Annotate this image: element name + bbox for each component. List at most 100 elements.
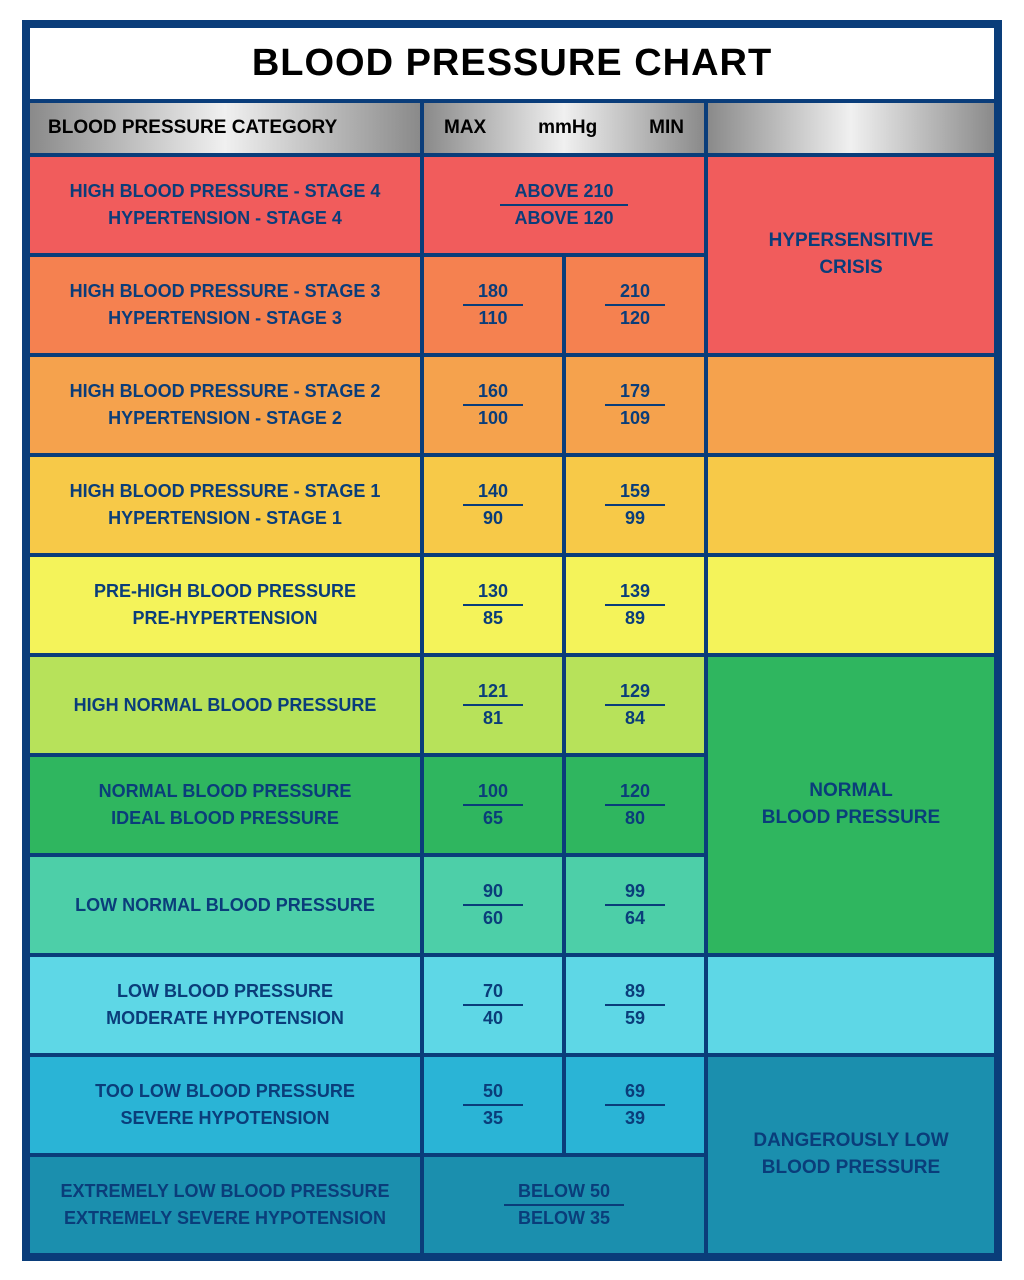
side-label-normal: NORMAL BLOOD PRESSURE [708, 657, 994, 953]
category-highnormal: HIGH NORMAL BLOOD PRESSURE [30, 657, 420, 753]
category-prehigh: PRE-HIGH BLOOD PRESSUREPRE-HYPERTENSION [30, 557, 420, 653]
value-left: 5035 [424, 1057, 562, 1153]
value-top: 179 [605, 381, 665, 406]
values-highnormal: 1218112984 [424, 657, 704, 753]
values-low: 70408959 [424, 957, 704, 1053]
values-stage1: 1409015999 [424, 457, 704, 553]
side-label-danger: DANGEROUSLY LOW BLOOD PRESSURE [708, 1057, 994, 1253]
category-line1: HIGH NORMAL BLOOD PRESSURE [74, 692, 377, 719]
category-line1: HIGH BLOOD PRESSURE - STAGE 1 [70, 478, 381, 505]
value-left: 13085 [424, 557, 562, 653]
category-normal: NORMAL BLOOD PRESSUREIDEAL BLOOD PRESSUR… [30, 757, 420, 853]
category-line2: IDEAL BLOOD PRESSURE [111, 805, 339, 832]
value-bot: 100 [478, 406, 508, 429]
value-bot: 65 [483, 806, 503, 829]
value-top: 89 [605, 981, 665, 1006]
side-label-crisis: HYPERSENSITIVE CRISIS [708, 157, 994, 353]
chart-title: BLOOD PRESSURE CHART [30, 28, 994, 99]
value-bot: 85 [483, 606, 503, 629]
category-line2: SEVERE HYPOTENSION [120, 1105, 329, 1132]
value-left: 14090 [424, 457, 562, 553]
category-stage1: HIGH BLOOD PRESSURE - STAGE 1HYPERTENSIO… [30, 457, 420, 553]
value-bot: 99 [625, 506, 645, 529]
value-left: 9060 [424, 857, 562, 953]
category-line2: HYPERTENSION - STAGE 4 [108, 205, 342, 232]
value-right: 12080 [566, 757, 704, 853]
category-line1: NORMAL BLOOD PRESSURE [99, 778, 352, 805]
header-side [708, 103, 994, 153]
value-top: 99 [605, 881, 665, 906]
category-line2: MODERATE HYPOTENSION [106, 1005, 344, 1032]
value-top: 160 [463, 381, 523, 406]
category-line1: LOW NORMAL BLOOD PRESSURE [75, 892, 375, 919]
chart-grid: BLOOD PRESSURE CATEGORY MAX mmHg MIN HIGH BL… [30, 99, 994, 1253]
value-bot: 120 [620, 306, 650, 329]
value-top: 90 [463, 881, 523, 906]
value-bot: 110 [478, 306, 507, 329]
value-top: 50 [463, 1081, 523, 1106]
values-lownormal: 90609964 [424, 857, 704, 953]
value-bot: 39 [625, 1106, 645, 1129]
value-left: 180110 [424, 257, 562, 353]
value-bot: 90 [483, 506, 503, 529]
value-bot: 89 [625, 606, 645, 629]
value-top: 121 [463, 681, 523, 706]
value-right: 12984 [566, 657, 704, 753]
value-left: 10065 [424, 757, 562, 853]
value-top: 70 [463, 981, 523, 1006]
value-top: 129 [605, 681, 665, 706]
category-stage4: HIGH BLOOD PRESSURE - STAGE 4HYPERTENSIO… [30, 157, 420, 253]
values-normal: 1006512080 [424, 757, 704, 853]
category-stage3: HIGH BLOOD PRESSURE - STAGE 3HYPERTENSIO… [30, 257, 420, 353]
category-line1: HIGH BLOOD PRESSURE - STAGE 3 [70, 278, 381, 305]
header-category: BLOOD PRESSURE CATEGORY [30, 103, 420, 153]
value-top: 210 [605, 281, 665, 306]
values-stage2: 160100179109 [424, 357, 704, 453]
value-right: 6939 [566, 1057, 704, 1153]
value-top: ABOVE 210 [500, 181, 627, 206]
category-line2: HYPERTENSION - STAGE 2 [108, 405, 342, 432]
value-top: 100 [463, 781, 523, 806]
value-top: 180 [463, 281, 523, 306]
values-extremelow: BELOW 50BELOW 35 [424, 1157, 704, 1253]
value-bot: 64 [625, 906, 645, 929]
value-top: 130 [463, 581, 523, 606]
value-bot: 59 [625, 1006, 645, 1029]
category-line2: HYPERTENSION - STAGE 3 [108, 305, 342, 332]
category-line1: LOW BLOOD PRESSURE [117, 978, 333, 1005]
header-max: MAX [444, 117, 486, 139]
value-right: 9964 [566, 857, 704, 953]
category-line2: PRE-HYPERTENSION [132, 605, 317, 632]
value-top: BELOW 50 [504, 1181, 624, 1206]
value-top: 159 [605, 481, 665, 506]
value-bot: 35 [483, 1106, 503, 1129]
value-right: 15999 [566, 457, 704, 553]
value-bot: 60 [483, 906, 503, 929]
side-label-empty-stage2 [708, 357, 994, 453]
category-line1: HIGH BLOOD PRESSURE - STAGE 2 [70, 378, 381, 405]
category-extremelow: EXTREMELY LOW BLOOD PRESSUREEXTREMELY SE… [30, 1157, 420, 1253]
value-left: 12181 [424, 657, 562, 753]
value-top: 140 [463, 481, 523, 506]
category-stage2: HIGH BLOOD PRESSURE - STAGE 2HYPERTENSIO… [30, 357, 420, 453]
header-values: MAX mmHg MIN [424, 103, 704, 153]
values-prehigh: 1308513989 [424, 557, 704, 653]
header-unit: mmHg [538, 117, 597, 139]
value-top: 139 [605, 581, 665, 606]
value-right: 210120 [566, 257, 704, 353]
value-top: 120 [605, 781, 665, 806]
value-bot: 84 [625, 706, 645, 729]
value-bot: BELOW 35 [518, 1206, 610, 1229]
value-left: 160100 [424, 357, 562, 453]
value-bot: 81 [483, 706, 503, 729]
header-min: MIN [649, 117, 684, 139]
value-bot: ABOVE 120 [514, 206, 613, 229]
side-label-empty-prehigh [708, 557, 994, 653]
values-stage4: ABOVE 210ABOVE 120 [424, 157, 704, 253]
value-right: 13989 [566, 557, 704, 653]
value-right: 8959 [566, 957, 704, 1053]
value-right: 179109 [566, 357, 704, 453]
category-lownormal: LOW NORMAL BLOOD PRESSURE [30, 857, 420, 953]
value-left: 7040 [424, 957, 562, 1053]
category-line1: HIGH BLOOD PRESSURE - STAGE 4 [70, 178, 381, 205]
